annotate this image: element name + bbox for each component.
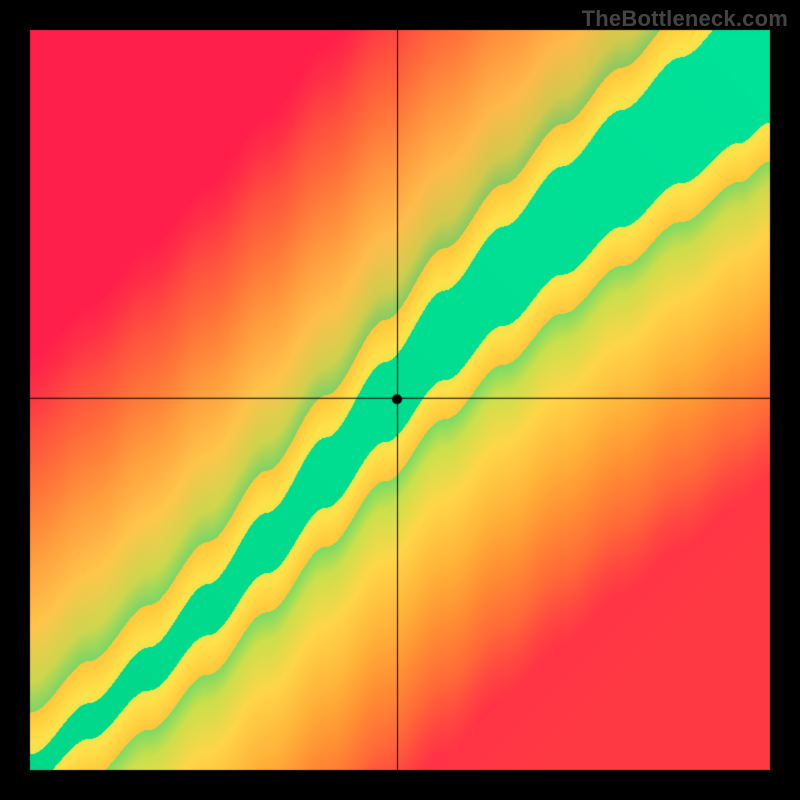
watermark-text: TheBottleneck.com <box>582 6 788 32</box>
bottleneck-heatmap <box>0 0 800 800</box>
chart-container: TheBottleneck.com <box>0 0 800 800</box>
